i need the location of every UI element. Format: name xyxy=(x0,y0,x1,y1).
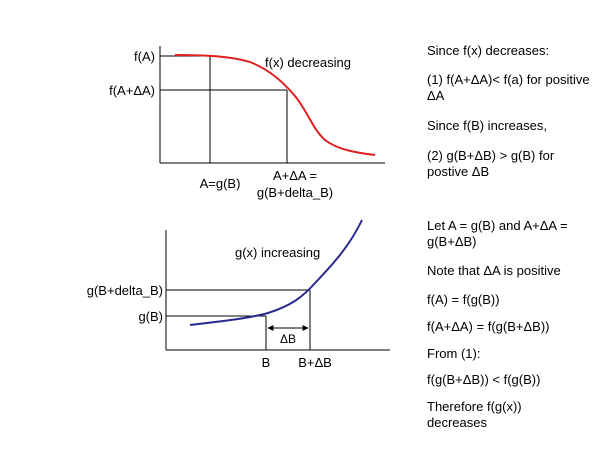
note-since-g-increases: Since f(B) increases, xyxy=(427,118,547,133)
bottom-curve-label: g(x) increasing xyxy=(235,245,320,260)
top-x-label-A: A=g(B) xyxy=(200,176,241,191)
top-y-label-fAdA: f(A+ΔA) xyxy=(109,83,155,98)
delta-b-label: ΔB xyxy=(280,332,296,346)
top-y-label-fA: f(A) xyxy=(134,49,155,64)
top-x-label-AdA-line2: g(B+delta_B) xyxy=(257,185,333,200)
top-graph: f(A) f(A+ΔA) f(x) decreasing A=g(B) A+ΔA… xyxy=(109,46,385,200)
increasing-curve xyxy=(189,219,363,326)
bottom-x-label-BdB: B+ΔB xyxy=(298,355,332,370)
note-statement-1: (1) f(A+ΔA)< f(a) for positive ΔA xyxy=(427,72,590,103)
note-inequality: f(g(B+ΔB)) < f(g(B)) xyxy=(427,372,541,387)
bottom-y-label-gBdB: g(B+delta_B) xyxy=(87,283,163,298)
bottom-y-label-gB: g(B) xyxy=(138,309,163,324)
note-delta-a-positive: Note that ΔA is positive xyxy=(427,263,561,278)
note-conclusion: Therefore f(g(x)) decreases xyxy=(427,399,522,430)
note-from-1: From (1): xyxy=(427,346,481,361)
bottom-x-label-B: B xyxy=(262,355,271,370)
top-curve-label: f(x) decreasing xyxy=(265,55,351,70)
bottom-graph: g(B+delta_B) g(B) g(x) increasing ΔB B B… xyxy=(87,219,390,370)
note-let-a: Let A = g(B) and A+ΔA = g(B+ΔB) xyxy=(427,218,568,249)
top-x-label-AdA-line1: A+ΔA = xyxy=(273,168,317,183)
note-fAdA: f(A+ΔA) = f(g(B+ΔB)) xyxy=(427,319,550,334)
note-fA: f(A) = f(g(B)) xyxy=(427,292,500,307)
decreasing-curve xyxy=(174,54,376,156)
note-statement-2: (2) g(B+ΔB) > g(B) for postive ΔB xyxy=(427,148,555,179)
note-since-f-decreases: Since f(x) decreases: xyxy=(427,43,550,58)
